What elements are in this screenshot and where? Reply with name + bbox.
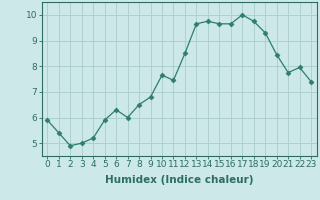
X-axis label: Humidex (Indice chaleur): Humidex (Indice chaleur) (105, 175, 253, 185)
